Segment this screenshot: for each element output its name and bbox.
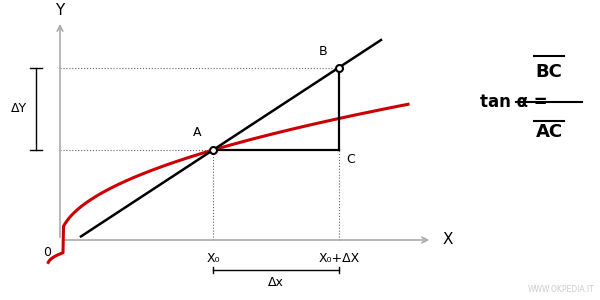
Text: X: X (443, 232, 454, 247)
Text: BC: BC (536, 63, 562, 81)
Text: C: C (346, 153, 355, 166)
Text: X₀+ΔX: X₀+ΔX (319, 252, 359, 265)
Text: Y: Y (55, 3, 65, 18)
Text: WWW.OKPEDIA.IT: WWW.OKPEDIA.IT (527, 285, 594, 294)
Text: A: A (193, 127, 201, 140)
Text: AC: AC (535, 123, 563, 141)
Text: X₀: X₀ (206, 252, 220, 265)
Text: ΔY: ΔY (11, 102, 27, 115)
Text: Δx: Δx (268, 276, 284, 289)
Text: B: B (319, 46, 327, 59)
Text: tan α =: tan α = (480, 93, 548, 111)
Text: 0: 0 (43, 246, 51, 259)
